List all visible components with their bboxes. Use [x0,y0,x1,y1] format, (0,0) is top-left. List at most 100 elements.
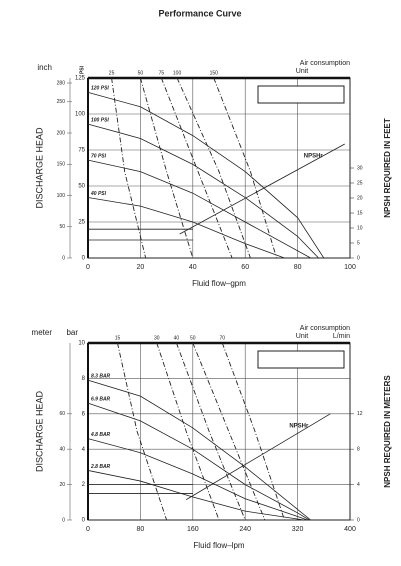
y-tick-label: 6 [82,411,86,417]
outer-label: meter [32,328,53,337]
y2-tick-label: 12 [357,411,363,417]
outer-tick-label: 20 [59,482,65,488]
y2-tick-label: 4 [357,482,360,488]
curve-label: 70 PSI [91,153,107,159]
curve-label: 100 PSI [91,117,109,123]
air-curve [156,342,220,521]
y-axis-label: DISCHARGE HEAD [34,127,44,209]
y-tick-label: 2 [82,482,86,488]
air-curve [221,342,285,521]
outer-tick-label: 200 [57,130,66,136]
air-curve [117,342,168,521]
unit-box [257,85,345,104]
air-label: 70 [219,335,225,341]
x-tick-label: 80 [137,526,145,533]
y-tick-label: 125 [75,76,86,82]
y2-tick-label: 20 [357,195,363,201]
y2-tick-label: 10 [357,225,363,231]
air-label: 50 [138,70,144,76]
y2-tick-label: 25 [357,180,363,186]
plot-frame [87,77,351,259]
top-label: Air consumption [300,325,350,332]
air-curve [160,77,233,259]
inner-label: PSI [79,65,85,74]
top-label: Air consumption [300,60,350,67]
air-label: 150 [210,70,219,76]
air-label: 100 [173,70,182,76]
air-label: 50 [190,335,196,341]
unit-label: Unit [296,68,309,75]
curve [87,123,319,259]
y-tick-label: 10 [78,341,85,347]
curve-label: 40 PSI [90,191,107,197]
x-tick-label: 100 [344,264,356,271]
y-tick-label: 0 [82,518,86,524]
curve [179,143,345,235]
y-tick-label: 4 [82,447,86,453]
y2-tick-label: 15 [357,210,363,216]
x-tick-label: 240 [239,526,251,533]
y-tick-label: 0 [82,256,86,262]
air-curve [192,342,266,521]
curve [87,379,311,521]
curve-label: 2.8 BAR [90,464,111,470]
top-unit: L/min [333,333,350,340]
y2-tick-label: 5 [357,240,360,246]
y2-tick-label: 0 [357,517,360,523]
x-tick-label: 40 [189,264,197,271]
curve [87,470,305,521]
y-tick-label: 75 [78,148,85,154]
outer-tick-label: 150 [57,162,66,168]
curve [87,197,285,259]
curve [87,438,308,521]
x-axis-label: Fluid flow–lpm [193,541,244,550]
air-label: 30 [154,335,160,341]
x-axis-label: Fluid flow–gpm [192,279,246,288]
air-label: 15 [115,335,121,341]
curve [186,413,331,500]
air-curve [176,342,246,521]
outer-tick-label: 60 [59,411,65,417]
x-tick-label: 60 [241,264,249,271]
npsh-label: NPSHr [289,423,309,429]
y2-tick-label: 30 [357,165,363,171]
outer-tick-label: 280 [57,80,66,86]
air-curve [176,77,251,259]
x-tick-label: 80 [294,264,302,271]
outer-tick-label: 250 [57,99,66,105]
curve [87,402,310,521]
outer-tick-label: 40 [59,447,65,453]
y-tick-label: 50 [78,184,85,190]
curve [87,159,311,259]
air-label: 25 [109,70,115,76]
outer-tick-label: 100 [57,193,66,199]
curve-label: 4.8 BAR [90,432,111,438]
y2-tick-label: 0 [357,255,360,261]
inner-label: bar [66,328,78,337]
curve [87,92,325,259]
x-tick-label: 160 [187,526,199,533]
page-title: Performance Curve [158,8,241,18]
y-axis-label: DISCHARGE HEAD [34,390,44,472]
y-tick-label: 100 [75,112,86,118]
y2-axis-label: NPSH REQUIRED IN FEET [383,118,392,218]
outer-tick-label: 0 [62,517,65,523]
y2-axis-label: NPSH REQUIRED IN METERS [383,375,392,488]
unit-label: Unit [296,333,309,340]
npsh-label: NPSHr [304,154,324,160]
y-tick-label: 25 [78,220,85,226]
x-tick-label: 0 [86,264,90,271]
y-tick-label: 8 [82,376,86,382]
outer-label: inch [37,63,52,72]
air-label: 75 [159,70,165,76]
y2-tick-label: 8 [357,447,360,453]
x-tick-label: 320 [292,526,304,533]
x-tick-label: 0 [86,526,90,533]
outer-tick-label: 50 [59,224,65,230]
x-tick-label: 400 [344,526,356,533]
x-tick-label: 20 [137,264,145,271]
air-label: 40 [174,335,180,341]
curve-label: 120 PSI [91,86,109,92]
curve-label: 8.3 BAR [91,373,111,379]
